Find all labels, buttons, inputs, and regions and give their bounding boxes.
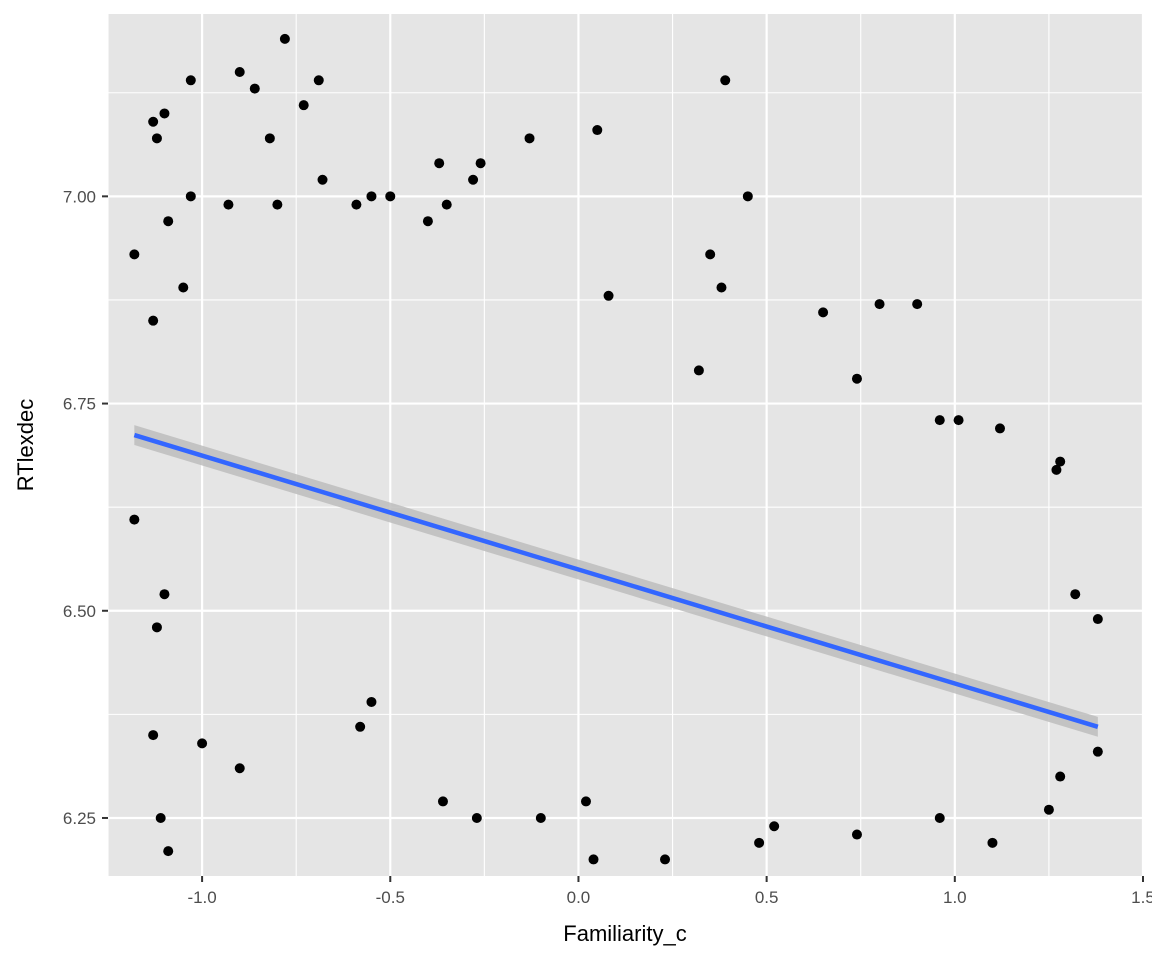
data-point	[1055, 771, 1066, 782]
data-point	[151, 133, 162, 144]
x-tick-label: 1.5	[1131, 888, 1152, 907]
x-axis-ticks: -1.0 -0.5 0.0 0.5 1.0 1.5	[187, 876, 1152, 907]
data-point	[234, 763, 245, 774]
data-point	[603, 290, 614, 301]
x-tick-label: -1.0	[187, 888, 216, 907]
data-point	[422, 216, 433, 227]
data-point	[434, 158, 445, 169]
data-point	[234, 67, 245, 78]
data-point	[471, 812, 482, 823]
data-point	[934, 415, 945, 426]
data-point	[185, 75, 196, 86]
regression-line	[133, 432, 1099, 729]
data-point	[129, 249, 140, 260]
data-point	[159, 108, 170, 119]
data-point	[1055, 456, 1066, 467]
data-point	[264, 133, 275, 144]
data-point	[129, 514, 140, 525]
data-point	[1043, 804, 1054, 815]
x-tick-label: 0.5	[755, 888, 779, 907]
data-point	[874, 299, 885, 310]
data-point	[588, 854, 599, 865]
data-point	[148, 116, 159, 127]
regression-fit	[133, 425, 1099, 737]
x-tick-label: 0.0	[567, 888, 591, 907]
data-point	[851, 373, 862, 384]
data-point	[163, 846, 174, 857]
x-tick-label: 1.0	[943, 888, 967, 907]
data-point	[249, 83, 260, 94]
data-point	[223, 199, 234, 210]
data-point	[1092, 614, 1103, 625]
data-point	[742, 191, 753, 202]
x-tick-label: -0.5	[376, 888, 405, 907]
data-point	[148, 730, 159, 741]
data-point	[441, 199, 452, 210]
data-point	[851, 829, 862, 840]
data-point	[385, 191, 396, 202]
data-point	[317, 174, 328, 185]
data-point	[155, 812, 166, 823]
y-tick-label: 6.50	[63, 602, 96, 621]
data-point	[159, 589, 170, 600]
data-point	[953, 415, 964, 426]
y-tick-label: 6.25	[63, 809, 96, 828]
y-axis-title: RTlexdec	[13, 399, 38, 492]
data-point	[1051, 464, 1062, 475]
data-point	[437, 796, 448, 807]
data-point	[178, 282, 189, 293]
data-point	[366, 696, 377, 707]
data-point	[272, 199, 283, 210]
minor-gridlines	[107, 14, 1143, 876]
data-points	[129, 33, 1103, 865]
data-point	[769, 821, 780, 832]
data-point	[912, 299, 923, 310]
data-point	[720, 75, 731, 86]
data-point	[1070, 589, 1081, 600]
data-point	[994, 423, 1005, 434]
data-point	[524, 133, 535, 144]
y-tick-label: 6.75	[63, 395, 96, 414]
y-tick-label: 7.00	[63, 187, 96, 206]
data-point	[197, 738, 208, 749]
data-point	[1092, 746, 1103, 757]
major-gridlines	[108, 14, 1145, 876]
data-point	[716, 282, 727, 293]
data-point	[660, 854, 671, 865]
data-point	[355, 721, 366, 732]
data-point	[279, 33, 290, 44]
data-point	[151, 622, 162, 633]
x-axis-title: Familiarity_c	[563, 921, 686, 946]
data-point	[185, 191, 196, 202]
data-point	[298, 100, 309, 111]
plot-panel	[108, 14, 1143, 876]
y-axis-ticks: 6.25 6.50 6.75 7.00	[63, 187, 108, 828]
data-point	[163, 216, 174, 227]
data-point	[468, 174, 479, 185]
data-point	[987, 837, 998, 848]
data-point	[693, 365, 704, 376]
data-point	[475, 158, 486, 169]
data-point	[351, 199, 362, 210]
data-point	[148, 315, 159, 326]
data-point	[818, 307, 829, 318]
data-point	[366, 191, 377, 202]
data-point	[313, 75, 324, 86]
data-point	[592, 125, 603, 136]
data-point	[754, 837, 765, 848]
data-point	[705, 249, 716, 260]
data-point	[934, 812, 945, 823]
data-point	[580, 796, 591, 807]
data-point	[535, 812, 546, 823]
